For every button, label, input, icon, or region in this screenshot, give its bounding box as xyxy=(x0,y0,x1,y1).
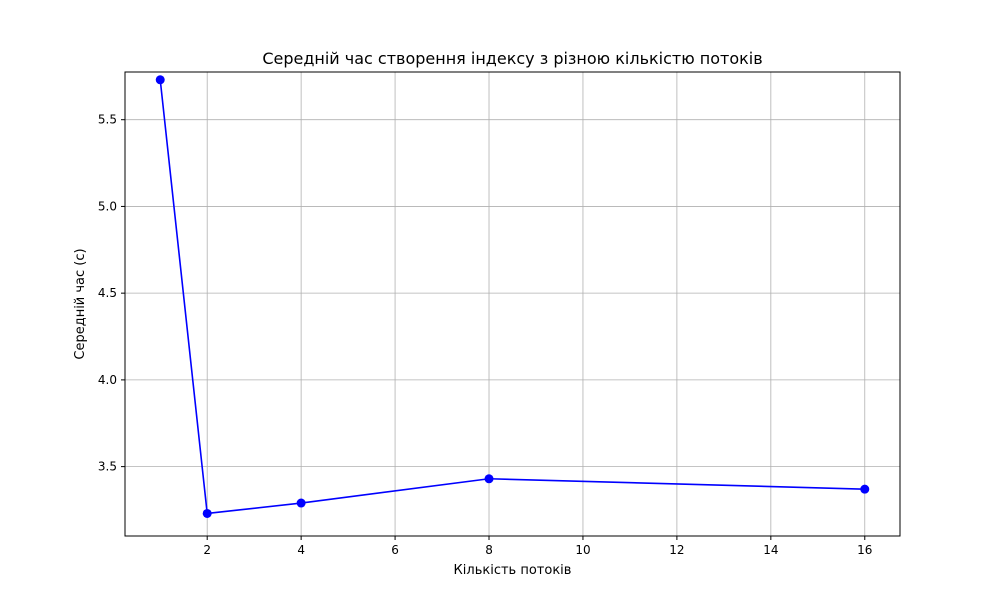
plot-area-frame xyxy=(124,71,901,537)
x-tick-label: 4 xyxy=(297,543,305,557)
y-tick-label: 3.5 xyxy=(98,460,117,474)
x-axis-label: Кількість потоків xyxy=(454,563,572,578)
x-tick-label: 16 xyxy=(857,543,872,557)
x-tick-label: 12 xyxy=(669,543,684,557)
axis-ticks: 2 4 6 8 10 12 14 16 3.5 4.0 4.5 5.0 5.5 xyxy=(98,113,873,557)
chart-title: Середній час створення індексу з різною … xyxy=(262,49,762,68)
x-tick-label: 6 xyxy=(391,543,399,557)
data-point xyxy=(296,498,306,508)
x-tick-label: 14 xyxy=(763,543,778,557)
y-tick-label: 4.5 xyxy=(98,286,117,300)
y-axis-label: Середній час (с) xyxy=(73,248,88,359)
data-point xyxy=(484,474,494,484)
grid xyxy=(125,72,900,536)
data-point xyxy=(860,484,870,494)
y-tick-label: 5.5 xyxy=(98,113,117,127)
y-tick-label: 4.0 xyxy=(98,373,117,387)
x-tick-label: 2 xyxy=(203,543,211,557)
data-point xyxy=(202,508,212,518)
x-tick-label: 10 xyxy=(575,543,590,557)
series xyxy=(155,75,870,518)
x-tick-label: 8 xyxy=(485,543,493,557)
y-tick-label: 5.0 xyxy=(98,199,117,213)
data-point xyxy=(155,75,165,85)
